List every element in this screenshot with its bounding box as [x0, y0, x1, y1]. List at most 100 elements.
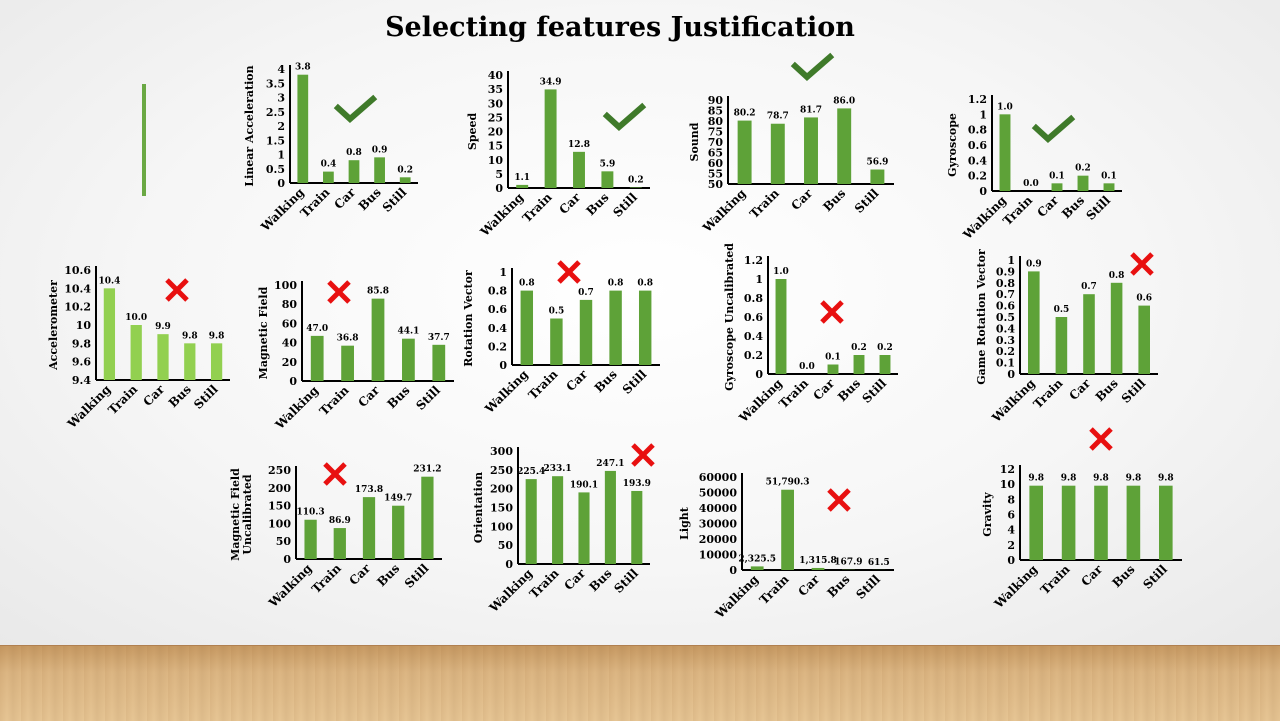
category-label: Car [1078, 562, 1105, 589]
y-tick-label: 8 [1007, 493, 1015, 506]
y-tick-label: 0.4 [996, 322, 1015, 335]
category-label: Still [191, 382, 221, 412]
y-tick-label: 3 [277, 92, 285, 105]
category-label: Still [620, 367, 650, 397]
y-tick-label: 0 [495, 182, 503, 195]
data-label: 0.8 [519, 279, 535, 289]
category-label: Still [853, 572, 883, 602]
y-tick-label: 30 [488, 97, 504, 110]
y-tick-label: 0 [1007, 368, 1015, 381]
y-tick-label: 0 [277, 177, 285, 190]
y-tick-label: 20 [488, 126, 504, 139]
y-tick-label: 9.8 [72, 337, 91, 350]
data-label: 149.7 [384, 494, 412, 504]
bar [609, 291, 621, 365]
category-label: Still [402, 561, 432, 591]
category-label: Still [1140, 562, 1170, 592]
cross-icon [329, 282, 349, 302]
bar [751, 566, 764, 570]
wooden-floor [0, 645, 1280, 721]
data-label: 110.3 [297, 508, 325, 518]
y-tick-label: 0 [505, 558, 513, 571]
y-tick-label: 80 [282, 298, 298, 311]
y-tick-label: 0.8 [996, 277, 1015, 290]
data-label: 0.2 [1075, 164, 1091, 174]
y-tick-label: 250 [268, 464, 291, 477]
bar [1052, 183, 1063, 191]
data-label: 34.9 [540, 77, 562, 87]
y-tick-label: 1 [499, 266, 507, 279]
data-label: 1.1 [514, 173, 530, 183]
bar [104, 288, 115, 380]
cross-icon [633, 445, 653, 465]
y-tick-label: 60 [282, 317, 298, 330]
check-icon [338, 99, 373, 119]
y-axis-title: Game Rotation Vector [975, 249, 988, 385]
data-label: 225.4 [517, 467, 545, 477]
bar [1000, 114, 1011, 191]
y-tick-label: 40 [282, 337, 298, 350]
bar [870, 170, 884, 184]
y-tick-label: 4 [277, 63, 285, 76]
category-label: Bus [820, 186, 848, 214]
category-label: Car [1066, 376, 1093, 403]
y-tick-label: 9.6 [72, 356, 91, 369]
y-tick-label: 1 [755, 273, 763, 286]
category-label: Car [788, 186, 815, 213]
y-tick-label: 1 [1007, 254, 1015, 267]
data-label: 51,790.3 [766, 478, 810, 488]
category-label: Bus [1110, 562, 1138, 590]
data-label: 1.0 [773, 267, 789, 277]
data-label: 78.7 [767, 112, 789, 122]
bar [297, 75, 308, 183]
data-label: 44.1 [397, 327, 419, 337]
data-label: 0.1 [825, 353, 841, 363]
chart-gravity: 024681012Gravity9.8Walking9.8Train9.8Car… [975, 425, 1195, 615]
data-label: 0.0 [799, 362, 815, 372]
bar [131, 325, 142, 380]
data-label: 86.9 [329, 516, 351, 526]
bar [605, 471, 616, 564]
category-label: Bus [374, 561, 402, 589]
y-tick-label: 0.6 [744, 311, 763, 324]
data-label: 9.9 [155, 322, 171, 332]
bar [349, 160, 360, 183]
category-label: Train [1000, 193, 1035, 228]
y-tick-label: 0.2 [996, 345, 1015, 358]
y-tick-label: 1 [979, 108, 987, 121]
bar [516, 185, 528, 188]
data-label: 0.5 [549, 307, 565, 317]
chart-light: 0100002000030000400005000060000Light2,32… [680, 465, 905, 625]
y-tick-label: 60000 [699, 471, 738, 484]
bar [639, 291, 651, 365]
y-axis-title: Sound [688, 122, 701, 161]
y-tick-label: 0.6 [968, 139, 987, 152]
bar [630, 187, 642, 188]
y-tick-label: 10.6 [64, 264, 91, 277]
data-label: 81.7 [800, 105, 822, 115]
bar [828, 365, 839, 375]
bar [311, 336, 324, 381]
y-tick-label: 0.2 [968, 170, 987, 183]
bar [837, 108, 851, 184]
bar [323, 172, 334, 183]
category-label: Still [380, 185, 410, 215]
y-tick-label: 2 [277, 120, 285, 133]
y-tick-label: 0 [283, 553, 291, 566]
bar [526, 479, 537, 564]
data-label: 9.8 [1028, 474, 1044, 484]
data-label: 0.0 [1023, 179, 1039, 189]
category-label: Bus [166, 382, 194, 410]
bar [771, 124, 785, 184]
y-tick-label: 0 [289, 375, 297, 388]
category-label: Train [527, 566, 562, 601]
bar [1062, 486, 1076, 560]
bar [432, 345, 445, 381]
bar [363, 497, 375, 559]
y-tick-label: 50 [498, 539, 514, 552]
category-label: Train [776, 376, 811, 411]
y-tick-label: 0.6 [996, 300, 1015, 313]
